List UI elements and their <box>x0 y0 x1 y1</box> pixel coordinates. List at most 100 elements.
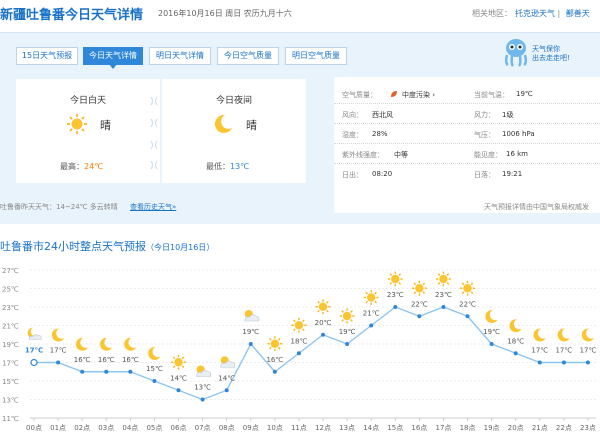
cond-row: 日出： 08:20 日落： 19:21 <box>342 170 523 179</box>
day-card: 今日白天 晴 最高：24℃ <box>16 79 160 183</box>
partly-cloudy-icon <box>220 356 236 368</box>
temperature-point <box>561 360 566 365</box>
temperature-label: 22℃ <box>411 300 428 308</box>
tab-15day[interactable]: 15日天气预报 <box>16 47 78 65</box>
night-desc: 晴 <box>246 119 257 132</box>
yesterday-weather: 吐鲁番昨天天气：14~24℃ 多云转晴 <box>0 203 118 211</box>
x-tick-label: 14点 <box>363 424 379 432</box>
tab-caret-icon <box>109 64 117 69</box>
x-tick-label: 00点 <box>26 424 42 432</box>
moon-icon <box>100 337 113 351</box>
temperature-label: 14℃ <box>218 374 235 382</box>
night-title: 今日夜间 <box>215 96 252 106</box>
temperature-label: 17℃ <box>555 347 572 355</box>
temperature-label: 17℃ <box>580 347 597 355</box>
temperature-point <box>489 342 494 346</box>
related-link-shanshan[interactable]: 鄯善天 <box>565 9 590 18</box>
temperature-point <box>176 388 181 393</box>
x-tick-label: 23点 <box>580 424 596 432</box>
temperature-label: 17℃ <box>531 347 548 355</box>
night-low-temp: 最低：13℃ <box>206 162 250 171</box>
page-header: 新疆吐鲁番今日天气详情 2016年10月16日 周日 农历九月十六 相关地区：托… <box>0 0 600 32</box>
moon-icon <box>509 319 522 333</box>
sun-icon <box>436 271 451 287</box>
sun-icon <box>339 308 355 324</box>
moon-icon <box>533 328 546 342</box>
day-desc: 晴 <box>100 119 111 132</box>
temperature-label: 19℃ <box>483 328 500 336</box>
mascot-slogan[interactable]: 天气保你 出去走走吧! <box>532 45 570 62</box>
y-tick-label: 25℃ <box>2 286 19 294</box>
temperature-point <box>417 314 422 319</box>
temperature-point <box>296 351 301 356</box>
temperature-point <box>537 360 542 365</box>
partly-cloudy-icon <box>196 365 212 377</box>
card-separator-icon <box>150 96 158 170</box>
related-label: 相关地区： <box>472 9 512 18</box>
x-tick-label: 05点 <box>146 424 162 432</box>
moon-icon <box>485 309 498 323</box>
weather-panel: 15日天气预报 今日天气详情 明日天气详情 今日空气质量 明日空气质量 天气保你… <box>0 32 600 224</box>
temperature-point <box>393 305 398 309</box>
sun-icon <box>315 299 331 315</box>
pollution-leaf-icon <box>391 91 397 97</box>
y-tick-label: 17℃ <box>2 360 19 368</box>
temperature-point <box>465 314 470 319</box>
temperature-point <box>56 360 61 365</box>
sun-icon <box>460 280 475 296</box>
partly-cloudy-icon <box>244 310 260 322</box>
x-tick-label: 16点 <box>411 424 427 432</box>
related-regions: 相关地区： 托克逊天气 | 鄯善天 <box>472 9 590 18</box>
y-tick-label: 27℃ <box>2 267 19 275</box>
x-tick-label: 22点 <box>556 424 572 432</box>
x-tick-label: 19点 <box>484 424 500 432</box>
temperature-point <box>272 369 277 374</box>
x-tick-label: 03点 <box>98 424 114 432</box>
octopus-mascot-icon[interactable] <box>502 37 530 67</box>
temperature-point <box>345 342 350 346</box>
temperature-label: 23℃ <box>387 291 404 299</box>
sun-icon <box>411 280 427 296</box>
temperature-point <box>104 369 109 374</box>
temperature-point <box>152 379 157 383</box>
x-tick-label: 09点 <box>243 424 259 432</box>
y-tick-label: 11℃ <box>2 415 19 423</box>
x-tick-label: 11点 <box>291 424 307 432</box>
x-tick-label: 17点 <box>435 424 451 432</box>
moon-icon <box>75 337 89 351</box>
x-tick-label: 07点 <box>195 424 211 432</box>
related-link-tuokexun[interactable]: 托克逊天气 <box>515 9 555 18</box>
temperature-point <box>321 332 326 337</box>
tab-tomorrow-air[interactable]: 明日空气质量 <box>285 47 347 65</box>
sun-icon <box>171 354 186 370</box>
current-conditions: 空气质量： 中度污染 › 当前气温： 19℃ 风向： 西北风 风力： 1级 湿度… <box>334 77 600 213</box>
x-tick-label: 15点 <box>387 424 403 432</box>
x-tick-label: 01点 <box>50 424 66 432</box>
x-tick-label: 12点 <box>315 424 331 432</box>
temperature-point <box>200 397 205 402</box>
temperature-label: 16℃ <box>98 356 115 364</box>
temperature-label: 20℃ <box>315 319 332 327</box>
tab-today-air[interactable]: 今日空气质量 <box>217 47 279 65</box>
temperature-point <box>585 360 590 365</box>
x-tick-label: 21点 <box>532 424 548 432</box>
y-tick-label: 23℃ <box>2 304 19 312</box>
day-title: 今日白天 <box>69 96 106 106</box>
moon-icon <box>557 328 570 342</box>
cond-row: 风向： 西北风 风力： 1级 <box>334 105 600 124</box>
tab-today[interactable]: 今日天气详情 <box>83 47 143 69</box>
x-tick-label: 04点 <box>122 424 138 432</box>
temperature-point <box>30 358 38 367</box>
tab-tomorrow[interactable]: 明日天气详情 <box>149 47 211 65</box>
temperature-point <box>441 305 446 309</box>
temperature-label: 18℃ <box>291 337 308 345</box>
page-date: 2016年10月16日 周日 农历九月十六 <box>158 9 292 18</box>
temperature-point <box>369 323 374 328</box>
sun-icon <box>267 336 283 352</box>
aqi-link[interactable]: 中度污染 › <box>402 91 436 99</box>
x-tick-label: 13点 <box>339 424 355 432</box>
history-weather-link[interactable]: 查看历史天气» <box>130 203 177 211</box>
temperature-label: 13℃ <box>194 384 211 392</box>
temperature-point <box>513 351 518 356</box>
temperature-label: 23℃ <box>435 291 452 299</box>
